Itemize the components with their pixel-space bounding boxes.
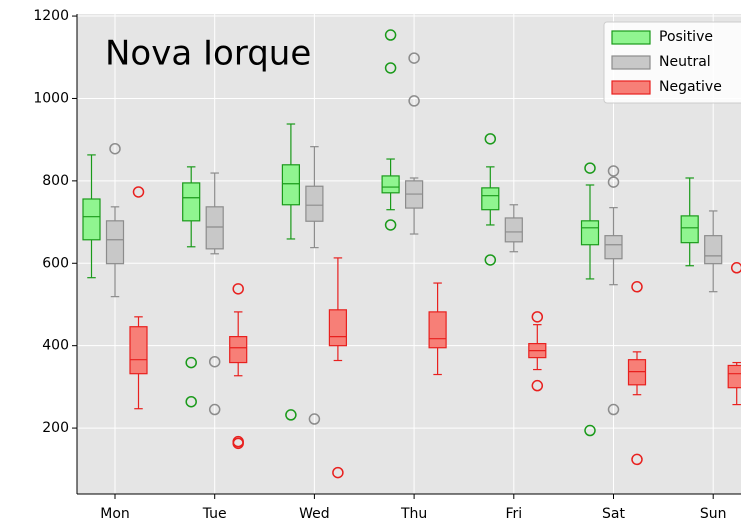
outlier [408, 52, 420, 64]
x-tick-label: Thu [400, 506, 427, 521]
outlier [208, 403, 221, 416]
outlier [484, 133, 497, 145]
box [704, 235, 723, 265]
chart-title: Nova Iorque [105, 34, 311, 74]
legend-label: Neutral [659, 54, 711, 70]
outlier [384, 62, 397, 74]
legend-label: Positive [659, 29, 713, 45]
x-tick-label: Fri [505, 506, 522, 521]
box [604, 235, 623, 260]
legend: Positive Neutral Negative [603, 21, 741, 104]
box [82, 198, 101, 241]
outlier [285, 409, 297, 421]
marks [82, 29, 741, 479]
box [281, 164, 300, 206]
y-tick-label: 400 [42, 338, 69, 354]
outlier [631, 453, 643, 466]
box [182, 182, 201, 222]
outlier [185, 356, 197, 369]
outlier [607, 403, 620, 416]
box [627, 359, 647, 386]
box [305, 185, 324, 222]
box [381, 175, 400, 194]
legend-label: Negative [659, 79, 722, 95]
outlier [607, 176, 620, 188]
outlier [730, 262, 741, 274]
box [727, 364, 741, 389]
y-tick-label: 800 [42, 173, 69, 189]
legend-swatch [611, 55, 651, 70]
outlier [132, 186, 145, 198]
y-tick-label: 1000 [33, 90, 69, 106]
outlier [109, 142, 121, 155]
outlier [232, 437, 244, 450]
outlier [607, 165, 620, 177]
outlier [384, 219, 397, 231]
outlier [408, 95, 420, 107]
outlier [631, 281, 643, 293]
outlier [232, 283, 244, 295]
outlier [584, 162, 596, 174]
y-tick-label: 600 [42, 255, 69, 271]
outlier [384, 29, 397, 41]
box [129, 326, 148, 375]
x-tick-label: Tue [202, 506, 227, 521]
legend-swatch [611, 80, 651, 95]
outlier [208, 355, 221, 368]
outlier [584, 424, 596, 437]
outlier [332, 466, 344, 479]
x-tick-label: Sun [700, 506, 727, 521]
y-tick-label: 200 [42, 420, 69, 436]
box [105, 220, 125, 265]
outlier [308, 413, 321, 425]
outlier [531, 311, 544, 323]
legend-swatch [611, 30, 651, 45]
box [205, 206, 224, 250]
x-tick-label: Mon [100, 506, 130, 521]
x-tick-label: Sat [602, 506, 625, 521]
outlier [185, 395, 197, 408]
x-tick-label: Wed [299, 506, 330, 521]
box [504, 217, 523, 243]
outlier [484, 254, 497, 266]
y-tick-label: 1200 [33, 8, 69, 24]
box [229, 336, 248, 364]
box [680, 215, 699, 244]
box [580, 220, 600, 246]
box [481, 187, 500, 211]
outlier [531, 379, 544, 392]
box [428, 311, 447, 349]
box [328, 309, 347, 347]
